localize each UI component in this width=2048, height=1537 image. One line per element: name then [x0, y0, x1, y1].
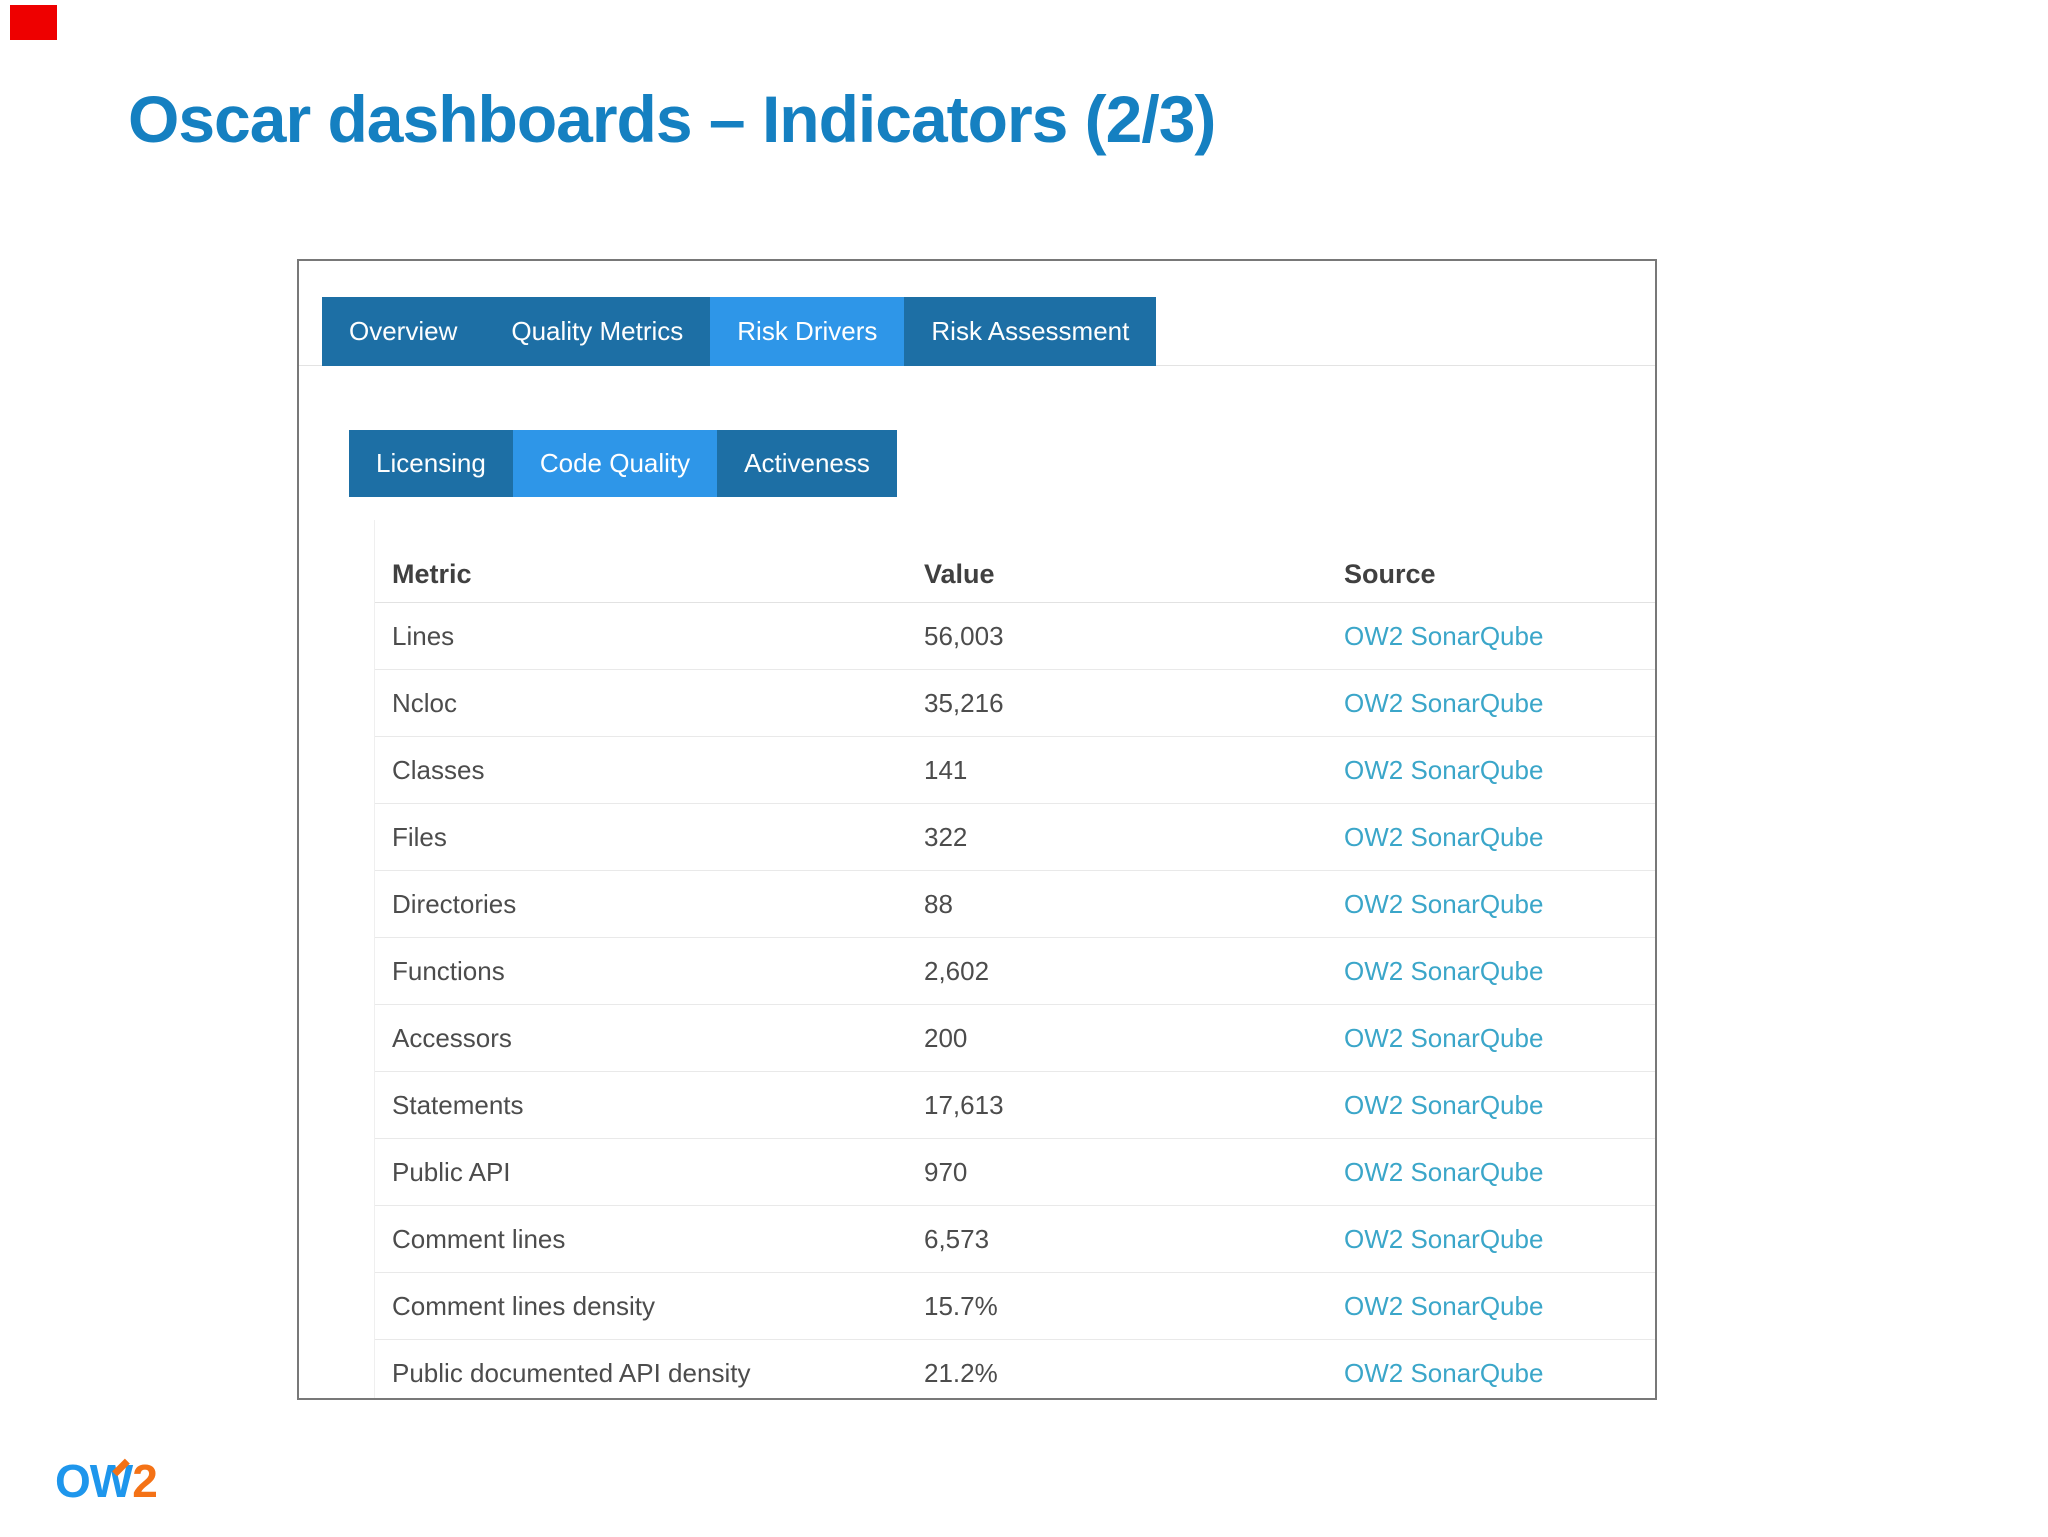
table-row: Comment lines 6,573 OW2 SonarQube — [375, 1206, 1655, 1273]
table-row: Public API 970 OW2 SonarQube — [375, 1139, 1655, 1206]
value-cell: 322 — [924, 821, 968, 852]
sub-tab-code-quality[interactable]: Code Quality — [512, 430, 718, 497]
table-body: Lines 56,003 OW2 SonarQube Ncloc 35,216 … — [375, 603, 1655, 1398]
table-row: Files 322 OW2 SonarQube — [375, 804, 1655, 871]
value-cell: 6,573 — [924, 1223, 990, 1254]
sub-tab-licensing[interactable]: Licensing — [349, 430, 513, 497]
value-cell: 56,003 — [924, 620, 1004, 651]
metric-cell: Statements — [392, 1089, 524, 1120]
table-header-row: Metric Value Source — [375, 520, 1655, 603]
table-row: Directories 88 OW2 SonarQube — [375, 871, 1655, 938]
source-link[interactable]: OW2 SonarQube — [1344, 754, 1544, 785]
source-link[interactable]: OW2 SonarQube — [1344, 1223, 1544, 1254]
table-row: Classes 141 OW2 SonarQube — [375, 737, 1655, 804]
metric-cell: Public API — [392, 1156, 511, 1187]
metrics-table: Metric Value Source Lines 56,003 OW2 Son… — [374, 520, 1655, 1398]
source-link[interactable]: OW2 SonarQube — [1344, 888, 1544, 919]
main-tab-bar: Overview Quality Metrics Risk Drivers Ri… — [322, 297, 1157, 366]
metric-cell: Files — [392, 821, 447, 852]
source-link[interactable]: OW2 SonarQube — [1344, 620, 1544, 651]
page-title: Oscar dashboards – Indicators (2/3) — [128, 82, 1216, 156]
table-row: Ncloc 35,216 OW2 SonarQube — [375, 670, 1655, 737]
value-cell: 2,602 — [924, 955, 990, 986]
value-cell: 17,613 — [924, 1089, 1004, 1120]
main-tab-overview[interactable]: Overview — [322, 297, 485, 366]
value-cell: 88 — [924, 888, 953, 919]
dashboard-panel: Overview Quality Metrics Risk Drivers Ri… — [297, 259, 1657, 1400]
metric-cell: Accessors — [392, 1022, 512, 1053]
table-row: Lines 56,003 OW2 SonarQube — [375, 603, 1655, 670]
source-link[interactable]: OW2 SonarQube — [1344, 821, 1544, 852]
sub-tab-activeness[interactable]: Activeness — [717, 430, 897, 497]
source-link[interactable]: OW2 SonarQube — [1344, 1022, 1544, 1053]
ow2-logo-two: 2 — [132, 1455, 158, 1507]
source-link[interactable]: OW2 SonarQube — [1344, 1290, 1544, 1321]
value-cell: 35,216 — [924, 687, 1004, 718]
source-link[interactable]: OW2 SonarQube — [1344, 687, 1544, 718]
table-row: Statements 17,613 OW2 SonarQube — [375, 1072, 1655, 1139]
value-cell: 15.7% — [924, 1290, 998, 1321]
slide-corner-marker — [10, 5, 57, 40]
main-tab-risk-assessment[interactable]: Risk Assessment — [904, 297, 1157, 366]
main-tab-risk-drivers[interactable]: Risk Drivers — [710, 297, 905, 366]
metric-cell: Comment lines — [392, 1223, 566, 1254]
source-link[interactable]: OW2 SonarQube — [1344, 1089, 1544, 1120]
metric-cell: Directories — [392, 888, 517, 919]
value-cell: 141 — [924, 754, 968, 785]
column-header-source: Source — [1344, 558, 1436, 589]
metric-cell: Classes — [392, 754, 485, 785]
table-row: Accessors 200 OW2 SonarQube — [375, 1005, 1655, 1072]
metric-cell: Public documented API density — [392, 1357, 751, 1388]
value-cell: 200 — [924, 1022, 968, 1053]
source-link[interactable]: OW2 SonarQube — [1344, 1156, 1544, 1187]
value-cell: 970 — [924, 1156, 968, 1187]
table-row: Functions 2,602 OW2 SonarQube — [375, 938, 1655, 1005]
metric-cell: Ncloc — [392, 687, 458, 718]
ow2-logo-ow: OW — [55, 1455, 133, 1507]
table-row: Public documented API density 21.2% OW2 … — [375, 1340, 1655, 1398]
column-header-metric: Metric — [392, 558, 472, 589]
metric-cell: Lines — [392, 620, 455, 651]
ow2-logo: OW2 — [55, 1455, 158, 1507]
main-tab-quality-metrics[interactable]: Quality Metrics — [484, 297, 711, 366]
metric-cell: Functions — [392, 955, 505, 986]
source-link[interactable]: OW2 SonarQube — [1344, 955, 1544, 986]
column-header-value: Value — [924, 558, 995, 589]
table-row: Comment lines density 15.7% OW2 SonarQub… — [375, 1273, 1655, 1340]
metric-cell: Comment lines density — [392, 1290, 655, 1321]
source-link[interactable]: OW2 SonarQube — [1344, 1357, 1544, 1388]
sub-tab-bar: Licensing Code Quality Activeness — [349, 430, 897, 497]
value-cell: 21.2% — [924, 1357, 998, 1388]
